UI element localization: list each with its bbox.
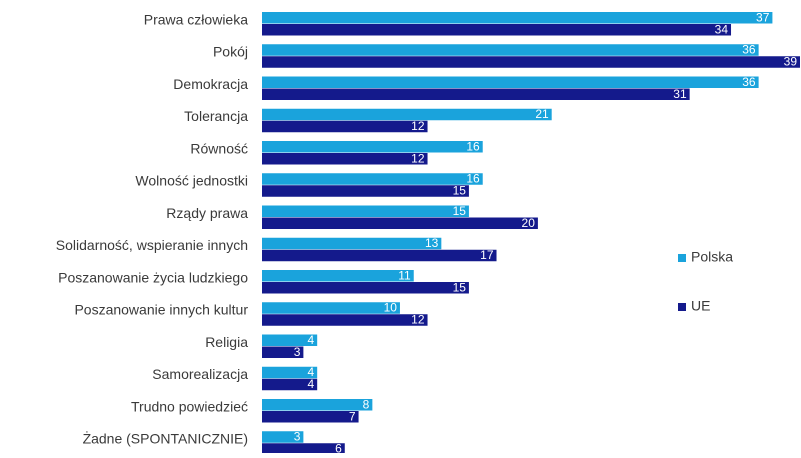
data-label: 4 — [307, 377, 314, 391]
bar-ue — [262, 346, 304, 358]
bar-ue — [262, 217, 538, 229]
data-label: 21 — [535, 107, 549, 121]
bar-ue — [262, 24, 732, 36]
data-label: 36 — [742, 43, 756, 57]
category-label: Samorealizacja — [152, 366, 248, 382]
bar-ue — [262, 411, 359, 423]
category-label: Poszanowanie życia ludzkiego — [58, 269, 248, 285]
bar-polska — [262, 76, 759, 88]
data-label: 7 — [349, 409, 356, 423]
data-label: 37 — [756, 10, 770, 24]
bar-polska — [262, 205, 469, 217]
bar-ue — [262, 282, 469, 294]
category-label: Rządy prawa — [166, 205, 248, 221]
data-label: 6 — [335, 442, 342, 453]
category-label: Religia — [205, 334, 248, 350]
bar-polska — [262, 366, 318, 379]
bar-polska — [262, 302, 400, 314]
legend-entry: UE — [691, 298, 710, 314]
bar-polska — [262, 431, 304, 443]
bar-polska — [262, 173, 483, 185]
data-label: 16 — [466, 172, 480, 186]
legend-swatch — [678, 303, 686, 311]
bar-ue — [262, 378, 318, 391]
data-label: 16 — [466, 139, 480, 153]
data-label: 12 — [411, 151, 425, 165]
data-label: 3 — [294, 345, 301, 359]
legend: Polska UE — [678, 249, 733, 314]
data-label: 15 — [453, 184, 467, 198]
bar-polska — [262, 44, 759, 56]
data-label: 17 — [480, 248, 494, 262]
data-label: 12 — [411, 313, 425, 327]
legend-entry: Polska — [691, 249, 733, 265]
data-label: 4 — [307, 333, 314, 347]
category-label: Równość — [190, 140, 248, 156]
bar-ue — [262, 443, 345, 455]
category-labels-group: Prawa człowieka Pokój Demokracja Tolerancj… — [56, 11, 249, 446]
bar-polska — [262, 12, 773, 24]
category-label: Pokój — [213, 44, 248, 60]
category-label: Tolerancja — [184, 108, 248, 124]
data-label: 8 — [363, 397, 370, 411]
data-label: 3 — [294, 430, 301, 444]
category-label: Solidarność, wspieranie innych — [56, 237, 248, 253]
bar-polska — [262, 141, 483, 153]
data-label: 4 — [307, 365, 314, 379]
category-label: Prawa człowieka — [144, 11, 248, 27]
bar-ue — [262, 88, 690, 100]
data-label: 10 — [384, 301, 398, 315]
bar-ue — [262, 314, 428, 326]
category-label: Trudno powiedzieć — [131, 398, 248, 414]
bar-polska — [262, 334, 318, 346]
bar-polska — [262, 237, 442, 250]
category-label: Demokracja — [173, 76, 248, 92]
data-label: 15 — [453, 280, 467, 294]
data-label: 20 — [522, 216, 536, 230]
bar-polska — [262, 399, 373, 411]
data-label: 34 — [715, 22, 729, 36]
category-label: Żadne (SPONTANICZNIE) — [83, 430, 248, 447]
bars-group: 3734363936312112161216151520131711151012… — [262, 10, 800, 456]
data-label: 12 — [411, 119, 425, 133]
bar-ue — [262, 120, 428, 133]
bar-ue — [262, 56, 800, 68]
category-label: Wolność jednostki — [135, 173, 248, 189]
bar-polska — [262, 270, 414, 282]
bar-ue — [262, 185, 469, 197]
bar-polska — [262, 108, 552, 121]
data-label: 11 — [398, 268, 411, 282]
data-label: 15 — [453, 204, 467, 218]
data-label: 13 — [425, 236, 439, 250]
bar-ue — [262, 153, 428, 165]
legend-swatch — [678, 254, 686, 262]
data-label: 36 — [742, 75, 756, 89]
category-label: Poszanowanie innych kultur — [74, 302, 248, 318]
data-label: 31 — [673, 87, 687, 101]
bar-ue — [262, 249, 497, 262]
data-label: 39 — [784, 55, 798, 69]
